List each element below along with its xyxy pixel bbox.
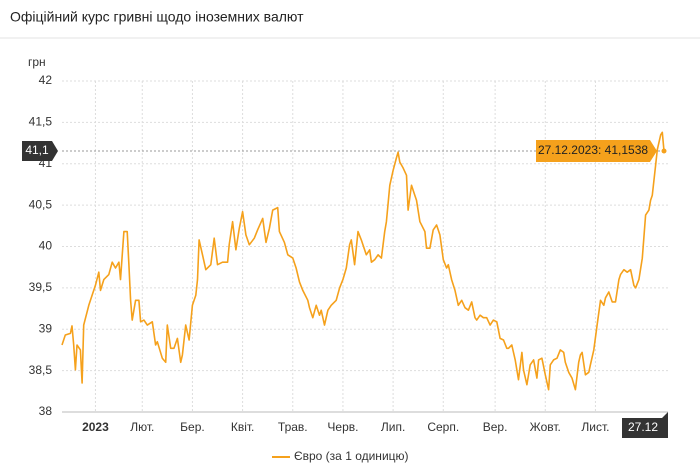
tooltip-box — [536, 140, 657, 163]
x-tick-label: Вер. — [483, 420, 508, 434]
y-tick-label: 42 — [39, 73, 53, 87]
x-tick-label: Лют. — [130, 420, 154, 434]
x-tick-label: Лист. — [581, 420, 609, 434]
chart-title: Офіційний курс гривні щодо іноземних вал… — [10, 9, 304, 25]
y-tick-label: 39,5 — [29, 280, 53, 294]
y-tick-label: 39 — [39, 321, 53, 335]
x-value-label: 27.12 — [628, 420, 658, 434]
x-tick-label: 2023 — [82, 420, 109, 434]
y-tick-label: 41,5 — [29, 115, 53, 129]
y-tick-label: 38,5 — [29, 363, 53, 377]
x-tick-label: Бер. — [180, 420, 205, 434]
x-tick-label: Квіт. — [231, 420, 255, 434]
y-value-badge — [22, 141, 58, 162]
x-tick-label: Жовт. — [530, 420, 561, 434]
data-line — [61, 131, 665, 391]
x-tick-label: Серп. — [427, 420, 459, 434]
tooltip-text: 27.12.2023: 41,1538 — [538, 143, 648, 157]
y-tick-label: 38 — [39, 404, 53, 418]
x-value-badge — [622, 412, 668, 438]
legend-label: Євро (за 1 одиницю) — [294, 449, 409, 463]
x-tick-label: Трав. — [278, 420, 308, 434]
y-tick-label: 40,5 — [29, 197, 53, 211]
highlight-point — [661, 148, 667, 154]
y-value-label: 41,1 — [25, 143, 49, 157]
x-tick-label: Черв. — [327, 420, 358, 434]
y-tick-label: 40 — [39, 239, 53, 253]
x-tick-label: Лип. — [381, 420, 405, 434]
y-axis-label: грн — [28, 55, 46, 69]
